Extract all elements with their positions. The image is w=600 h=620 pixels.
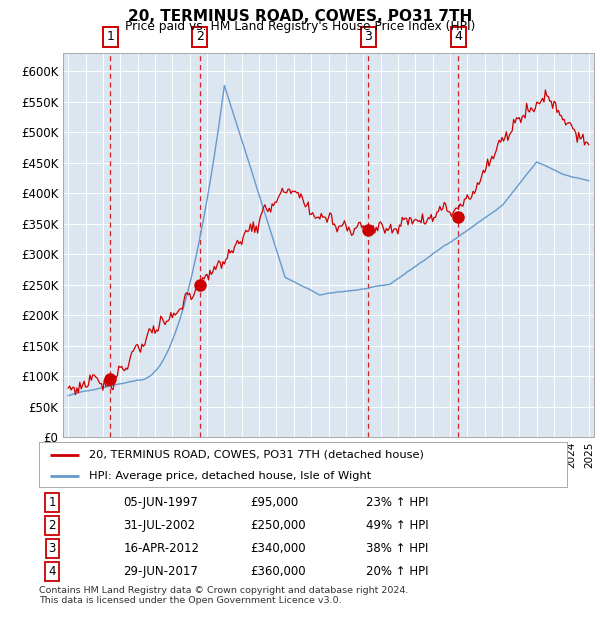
Text: 49% ↑ HPI: 49% ↑ HPI: [367, 519, 429, 532]
Text: 1: 1: [106, 30, 114, 43]
Text: 3: 3: [49, 542, 56, 555]
Text: 20, TERMINUS ROAD, COWES, PO31 7TH (detached house): 20, TERMINUS ROAD, COWES, PO31 7TH (deta…: [89, 450, 424, 459]
Text: 2: 2: [49, 519, 56, 532]
Text: 16-APR-2012: 16-APR-2012: [124, 542, 199, 555]
Text: 4: 4: [455, 30, 463, 43]
Text: HPI: Average price, detached house, Isle of Wight: HPI: Average price, detached house, Isle…: [89, 471, 371, 480]
Text: 05-JUN-1997: 05-JUN-1997: [124, 496, 198, 509]
Text: 20, TERMINUS ROAD, COWES, PO31 7TH: 20, TERMINUS ROAD, COWES, PO31 7TH: [128, 9, 472, 24]
Text: 31-JUL-2002: 31-JUL-2002: [124, 519, 196, 532]
Text: 2: 2: [196, 30, 203, 43]
Text: Price paid vs. HM Land Registry's House Price Index (HPI): Price paid vs. HM Land Registry's House …: [125, 20, 475, 33]
Text: £95,000: £95,000: [250, 496, 298, 509]
Text: 1: 1: [49, 496, 56, 509]
Text: £360,000: £360,000: [250, 565, 306, 578]
Text: 38% ↑ HPI: 38% ↑ HPI: [367, 542, 429, 555]
Text: £340,000: £340,000: [250, 542, 306, 555]
Text: 20% ↑ HPI: 20% ↑ HPI: [367, 565, 429, 578]
Text: 23% ↑ HPI: 23% ↑ HPI: [367, 496, 429, 509]
Text: 4: 4: [49, 565, 56, 578]
Text: £250,000: £250,000: [250, 519, 306, 532]
Text: Contains HM Land Registry data © Crown copyright and database right 2024.
This d: Contains HM Land Registry data © Crown c…: [39, 586, 409, 605]
Text: 29-JUN-2017: 29-JUN-2017: [124, 565, 199, 578]
Text: 3: 3: [364, 30, 372, 43]
